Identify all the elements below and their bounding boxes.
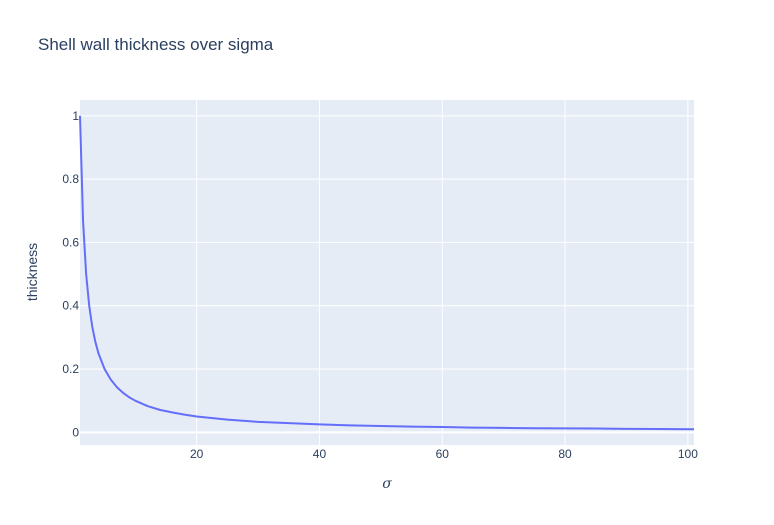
y-tick-label: 0: [72, 425, 79, 439]
y-tick-label: 0.2: [62, 362, 79, 376]
x-tick-label: 80: [558, 447, 572, 461]
series-layer: [79, 115, 695, 431]
x-axis-title: σ: [382, 476, 392, 492]
y-axis-ticks: 0 0.2 0.4 0.6 0.8 1: [62, 109, 79, 440]
plot-area: [80, 100, 694, 445]
y-axis-title: thickness: [24, 243, 40, 301]
chart-title: Shell wall thickness over sigma: [38, 35, 274, 54]
y-tick-label: 1: [72, 109, 79, 123]
y-tick-label: 0.4: [62, 299, 79, 313]
x-tick-label: 40: [313, 447, 327, 461]
x-axis-ticks: 20 40 60 80 100: [190, 447, 698, 461]
grid: [80, 100, 694, 445]
y-tick-label: 0.8: [62, 172, 79, 186]
x-tick-label: 60: [436, 447, 450, 461]
x-tick-label: 100: [678, 447, 698, 461]
x-tick-label: 20: [190, 447, 204, 461]
y-tick-label: 0.6: [62, 235, 79, 249]
series-line: [79, 115, 695, 431]
